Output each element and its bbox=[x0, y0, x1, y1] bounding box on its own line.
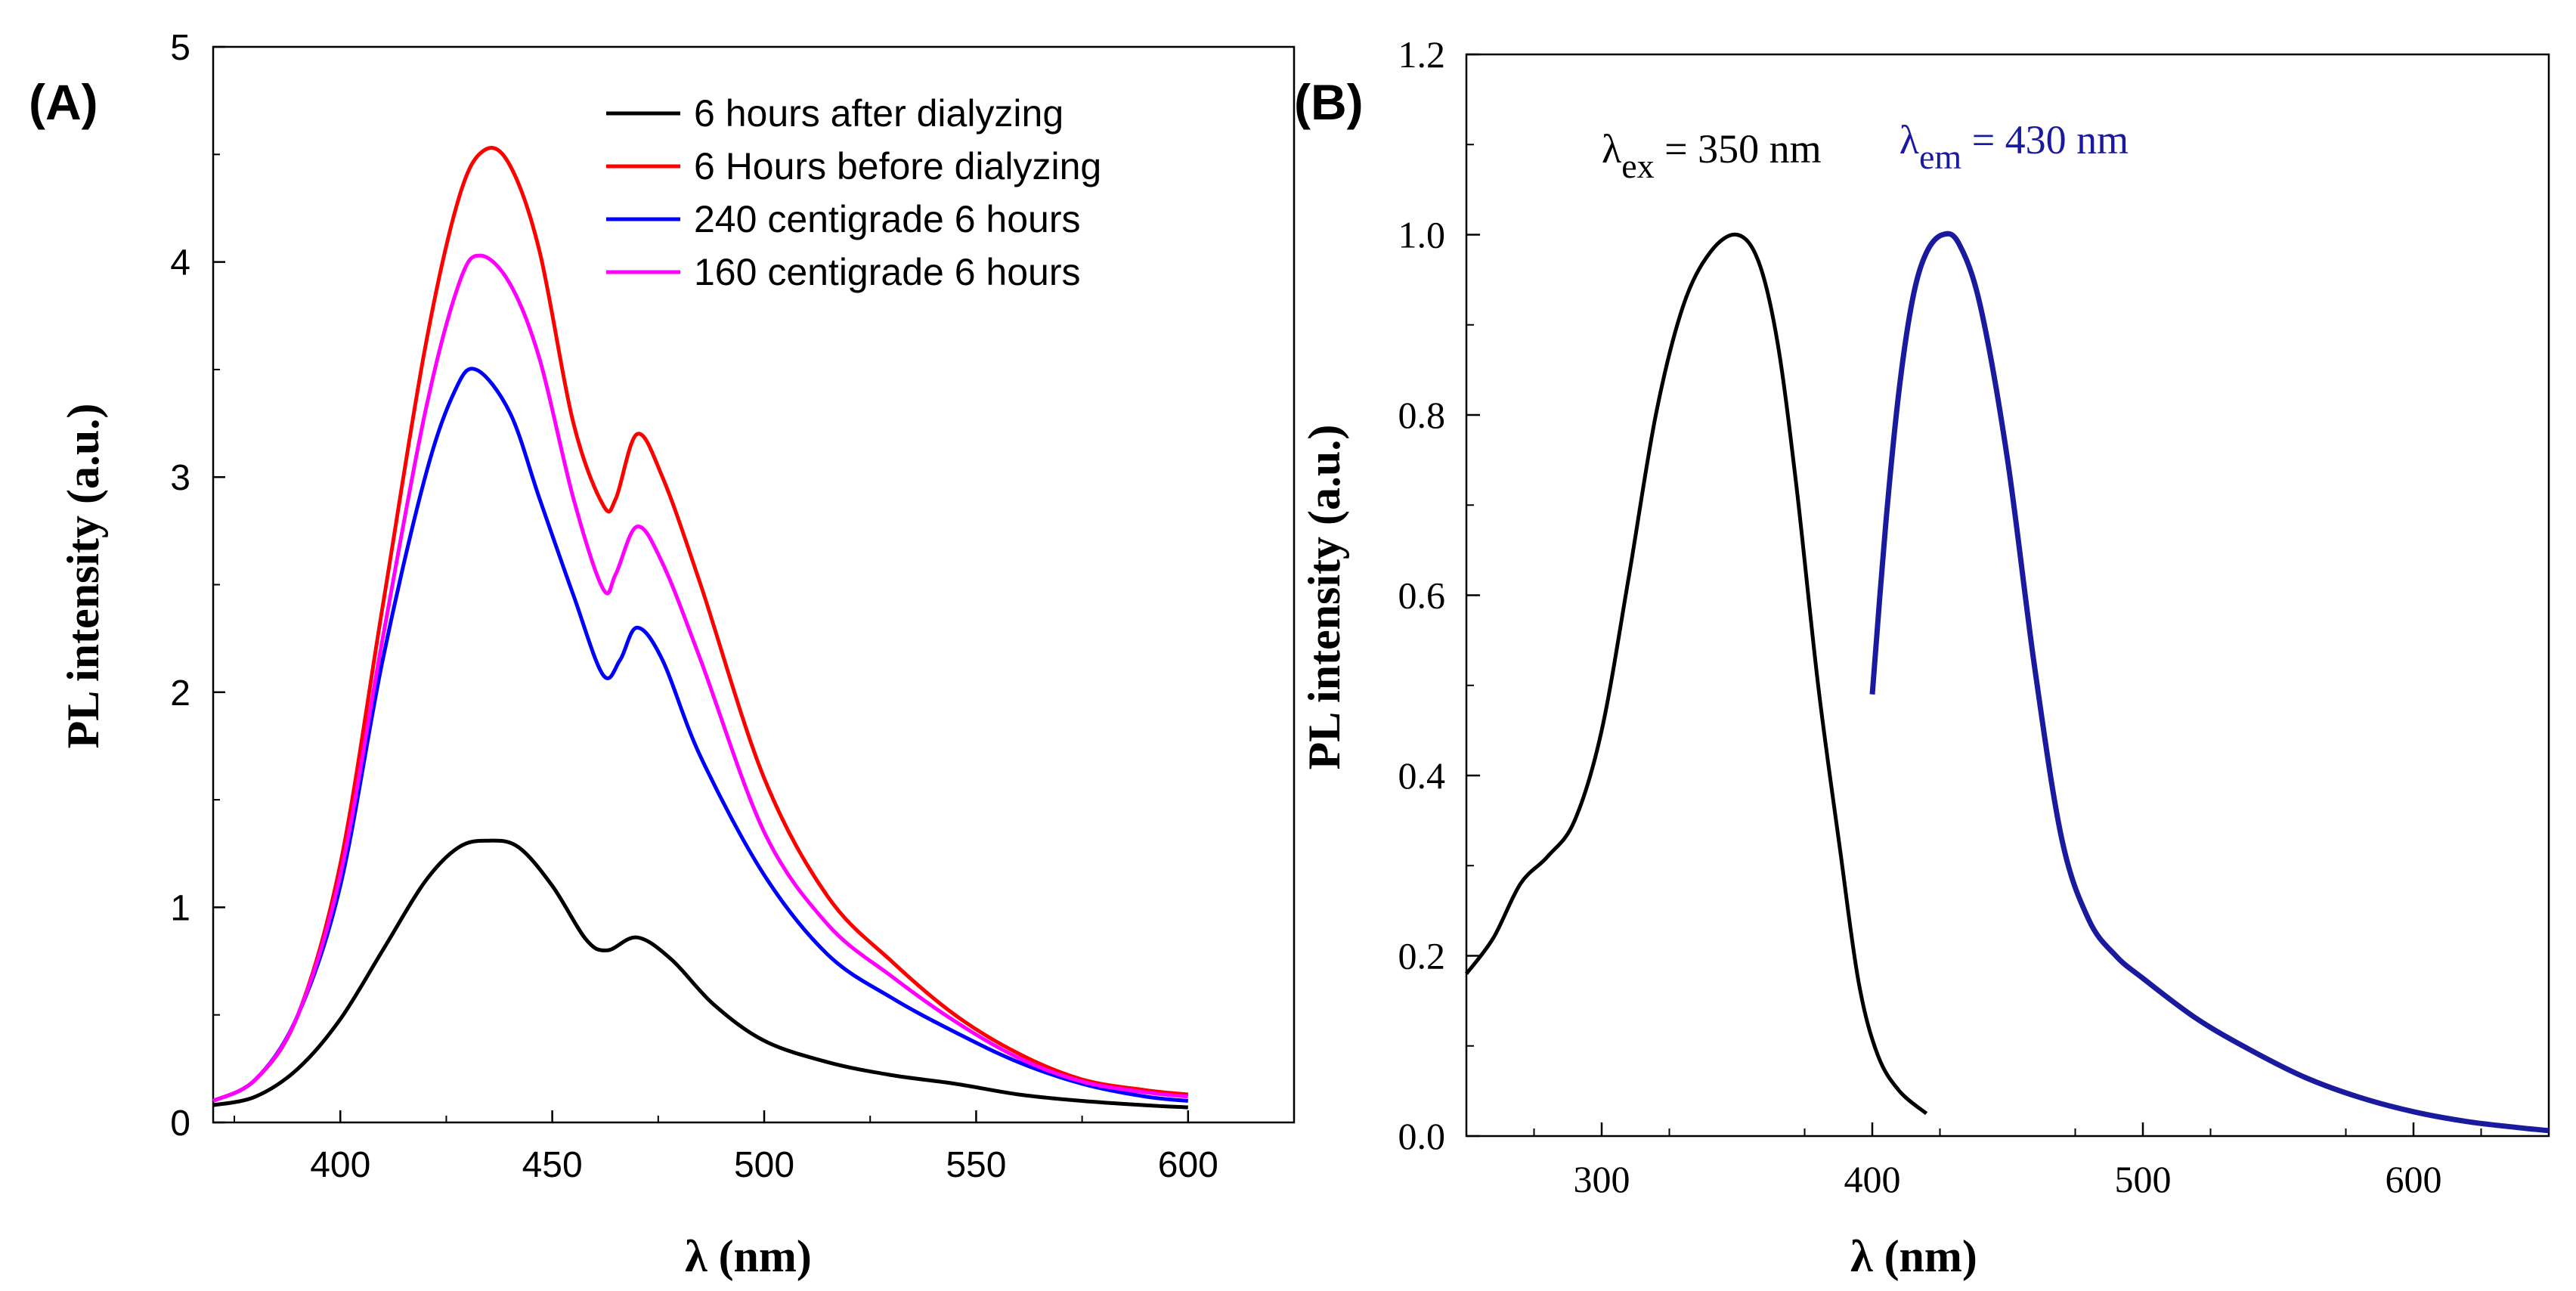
panel-b-annotation-excitation: λex = 350 nm bbox=[1602, 126, 1822, 185]
panel-b-y-axis-label: PL intensity (a.u.) bbox=[1299, 425, 1349, 770]
panel-a-x-tick-label: 600 bbox=[1158, 1145, 1218, 1185]
panel-a-legend-label-2: 6 Hours before dialyzing bbox=[694, 145, 1101, 187]
panel-b-y-tick-label: 0.0 bbox=[1398, 1115, 1446, 1157]
panel-b-annotations: λex = 350 nm λem = 430 nm bbox=[1602, 117, 2129, 185]
panel-a-y-tick-label: 3 bbox=[170, 458, 190, 498]
panel-a-series-line-3 bbox=[212, 367, 1189, 1103]
panel-a-legend-label-1: 6 hours after dialyzing bbox=[694, 92, 1064, 135]
panel-a-y-tick-label: 2 bbox=[170, 673, 190, 714]
panel-b-x-axis-label: λ (nm) bbox=[1850, 1231, 1977, 1281]
panel-a-y-tick-label: 0 bbox=[170, 1104, 190, 1144]
panel-b-y-tick-label: 0.2 bbox=[1398, 935, 1446, 977]
panel-b-x-tick-label: 300 bbox=[1574, 1158, 1630, 1200]
lambda-subscript: em bbox=[1919, 138, 1961, 176]
panel-b-series-line-emission bbox=[1869, 231, 2550, 1134]
panel-a: (A) 400 450 500 550 600 0 1 2 3 4 5 6 hours after … bbox=[29, 28, 1296, 1281]
panel-a-series-line-4 bbox=[212, 253, 1189, 1103]
panel-a-label: (A) bbox=[29, 74, 98, 130]
panel-b-y-tick-label: 1.2 bbox=[1398, 33, 1446, 76]
panel-b-label: (B) bbox=[1294, 74, 1364, 130]
panel-a-y-tick-label: 4 bbox=[170, 243, 190, 283]
panel-b-x-tick-label: 600 bbox=[2386, 1158, 2442, 1200]
panel-a-x-tick-label: 500 bbox=[734, 1145, 794, 1185]
panel-b-annotation-emission: λem = 430 nm bbox=[1899, 117, 2129, 176]
panel-b-y-tick-label: 1.0 bbox=[1398, 214, 1446, 256]
lambda-symbol: λ bbox=[1899, 117, 1919, 163]
panel-a-axes: 400 450 500 550 600 0 1 2 3 4 5 bbox=[170, 28, 1296, 1185]
panel-b-y-tick-label: 0.8 bbox=[1398, 394, 1446, 436]
panel-a-y-tick-label: 5 bbox=[170, 28, 190, 68]
panel-a-y-axis-label: PL intensity (a.u.) bbox=[58, 404, 108, 749]
panel-a-legend-label-4: 160 centigrade 6 hours bbox=[694, 251, 1080, 293]
panel-a-x-tick-label: 400 bbox=[310, 1145, 370, 1185]
panel-a-series bbox=[212, 146, 1189, 1110]
panel-b-x-tick-label: 400 bbox=[1844, 1158, 1901, 1200]
lambda-subscript: ex bbox=[1621, 147, 1654, 185]
annotation-value: = 430 nm bbox=[1961, 117, 2129, 163]
panel-b-axes: 300 400 500 600 0.0 0.2 0.4 0.6 0.8 1.0 1.2 bbox=[1398, 33, 2550, 1200]
annotation-value: = 350 nm bbox=[1655, 126, 1822, 172]
panel-b-y-tick-label: 0.6 bbox=[1398, 574, 1446, 617]
panel-b-x-tick-label: 500 bbox=[2115, 1158, 2172, 1200]
panel-a-series-line-2 bbox=[212, 146, 1189, 1103]
panel-a-series-line-1 bbox=[212, 838, 1188, 1110]
panel-b-plot-frame bbox=[1465, 53, 2550, 1138]
panel-a-legend-label-3: 240 centigrade 6 hours bbox=[694, 198, 1080, 240]
panel-b-y-tick-label: 0.4 bbox=[1398, 754, 1446, 797]
panel-b-series bbox=[1465, 231, 2550, 1134]
panel-a-legend: 6 hours after dialyzing 6 Hours before di… bbox=[606, 92, 1101, 293]
panel-a-x-tick-label: 450 bbox=[522, 1145, 583, 1185]
lambda-symbol: λ bbox=[1602, 126, 1621, 172]
panel-a-x-axis-label: λ (nm) bbox=[685, 1231, 812, 1281]
panel-a-y-tick-label: 1 bbox=[170, 888, 190, 928]
panel-a-x-tick-label: 550 bbox=[946, 1145, 1006, 1185]
panel-b-series-line-excitation bbox=[1465, 232, 1928, 1116]
